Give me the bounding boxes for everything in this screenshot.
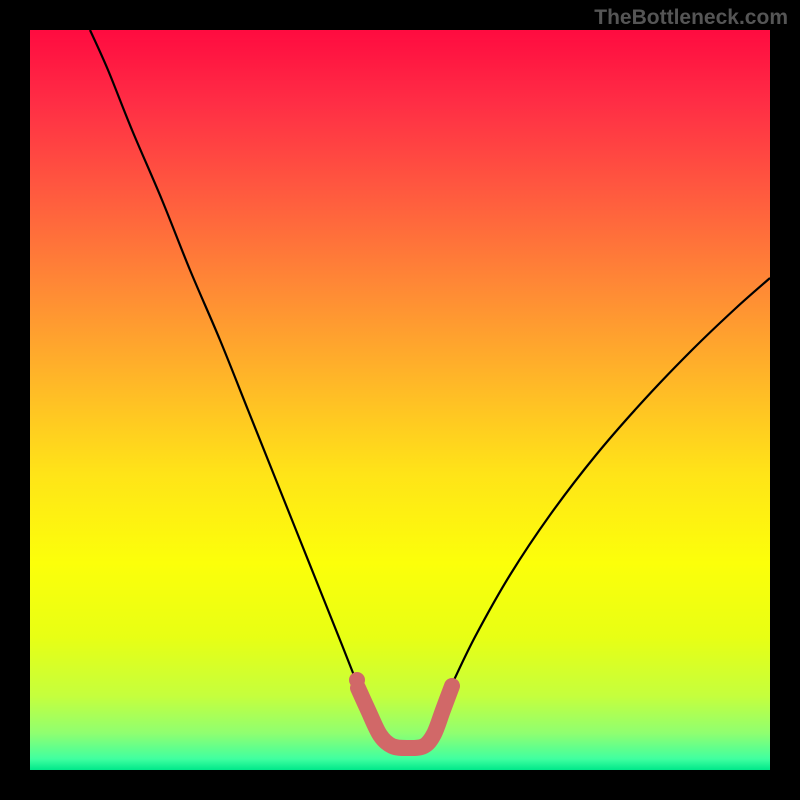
curves-layer [30, 30, 770, 770]
marker-dot [349, 672, 365, 688]
left-curve [90, 30, 370, 715]
right-curve [438, 278, 770, 715]
marker-curve [358, 686, 452, 748]
watermark-text: TheBottleneck.com [594, 6, 788, 30]
plot-area [30, 30, 770, 770]
